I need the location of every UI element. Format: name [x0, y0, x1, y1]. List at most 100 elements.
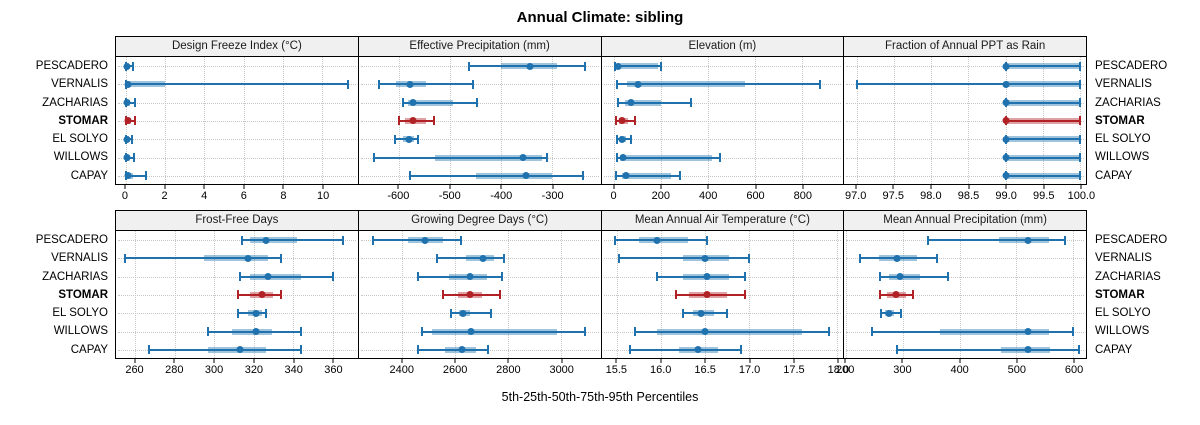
whisker-cap: [614, 116, 617, 126]
station-label: VERNALIS: [51, 78, 108, 91]
median-dot: [526, 62, 534, 70]
axis-tick-label: 98.5: [957, 190, 980, 202]
iqr-band-25-75: [232, 328, 272, 335]
station-label: EL SOLYO: [1095, 307, 1151, 320]
whisker-cap: [912, 290, 915, 300]
station-label: CAPAY: [1095, 343, 1133, 356]
vertical-gridline: [846, 231, 848, 358]
vertical-gridline: [893, 57, 895, 184]
whisker-cap: [487, 345, 490, 355]
station-label: STOMAR: [58, 288, 108, 301]
station-label: WILLOWS: [53, 325, 108, 338]
axis-tick-mark: [552, 185, 554, 189]
whisker-cap: [617, 253, 620, 263]
median-dot: [124, 172, 132, 180]
whisker-line-5-95: [617, 101, 691, 104]
whisker-cap: [148, 345, 151, 355]
axis-tick-mark: [802, 185, 804, 189]
axis-tick-mark: [755, 185, 756, 189]
whisker-cap: [131, 61, 134, 71]
vertical-gridline: [793, 231, 795, 358]
whisker-cap: [459, 235, 462, 245]
median-dot: [1024, 236, 1032, 244]
whisker-line-5-95: [656, 275, 745, 278]
median-dot: [885, 309, 893, 317]
iqr-band-25-75: [639, 237, 688, 244]
whisker-cap: [1079, 153, 1082, 163]
series-row: [844, 94, 1086, 112]
horizontal-gridline: [846, 120, 1084, 122]
series-row: [602, 341, 844, 358]
series-row: [359, 304, 601, 322]
whisker-cap: [1077, 345, 1080, 355]
whisker-cap: [682, 308, 685, 318]
median-dot: [701, 328, 709, 336]
vertical-gridline: [552, 57, 554, 184]
whisker-cap: [584, 61, 587, 71]
vertical-gridline: [959, 231, 961, 358]
whisker-cap: [1079, 171, 1082, 181]
series-row: [359, 167, 601, 184]
median-dot: [653, 236, 661, 244]
whisker-line-5-95: [630, 348, 741, 351]
station-labels-right: PESCADERO VERNALIS ZACHARIAS STOMAR EL SOLYO…: [1087, 210, 1200, 381]
whisker-cap: [300, 345, 303, 355]
whisker-cap: [331, 272, 334, 282]
axis-tick-label: 300: [204, 364, 224, 376]
horizontal-gridline: [603, 157, 842, 159]
median-dot: [252, 309, 260, 317]
median-dot: [522, 172, 530, 180]
vertical-gridline: [293, 231, 295, 358]
median-dot: [458, 346, 466, 354]
whisker-cap: [421, 327, 424, 337]
iqr-band-25-75: [1005, 154, 1081, 161]
axis-tick-label: 400: [950, 364, 969, 376]
iqr-band-25-75: [434, 154, 542, 161]
station-label: ZACHARIAS: [1095, 270, 1161, 283]
whisker-cap: [476, 98, 479, 108]
median-dot: [1002, 62, 1010, 70]
axis-tick-label: 0: [121, 190, 128, 202]
axis-tick-mark: [134, 359, 135, 363]
horizontal-gridline: [118, 139, 356, 141]
whisker-line-5-95: [634, 330, 829, 333]
whisker-line-5-95: [615, 239, 708, 242]
series-row: [359, 148, 601, 166]
median-dot: [409, 117, 417, 125]
horizontal-gridline: [118, 175, 356, 177]
axis-tick-mark: [1005, 185, 1007, 189]
median-dot: [896, 273, 904, 281]
median-dot: [1024, 328, 1032, 336]
whisker-line-5-95: [616, 156, 721, 159]
axis-tick-mark: [660, 359, 662, 363]
station-label: CAPAY: [70, 169, 108, 182]
median-dot: [703, 291, 711, 299]
iqr-band-25-75: [620, 154, 712, 161]
axis-tick-label: 320: [244, 364, 264, 376]
panel-x-axis: 0 2 4 6 8 10: [115, 185, 359, 207]
iqr-band-25-75: [888, 273, 920, 280]
series-row: [844, 130, 1086, 148]
axis-tick-label: 400: [698, 190, 718, 202]
series-row: [602, 268, 844, 286]
whisker-cap: [660, 61, 663, 71]
vertical-gridline: [968, 57, 970, 184]
median-dot: [614, 62, 622, 70]
whisker-cap: [393, 134, 396, 144]
station-label: STOMAR: [1095, 288, 1145, 301]
axis-tick-mark: [968, 185, 969, 189]
whisker-cap: [927, 235, 930, 245]
iqr-band-25-75: [627, 81, 745, 88]
whisker-cap: [675, 290, 678, 300]
median-dot: [264, 273, 272, 281]
median-dot: [123, 62, 131, 70]
whisker-cap: [896, 345, 899, 355]
median-dot: [406, 80, 414, 88]
chart-title: Annual Climate: sibling: [516, 9, 684, 26]
axis-tick-label: 16.0: [650, 364, 672, 376]
median-dot: [459, 309, 467, 317]
median-dot: [697, 309, 705, 317]
axis-tick-mark: [1016, 359, 1018, 363]
iqr-band-25-75: [1005, 99, 1081, 106]
whisker-line-5-95: [1005, 65, 1081, 68]
